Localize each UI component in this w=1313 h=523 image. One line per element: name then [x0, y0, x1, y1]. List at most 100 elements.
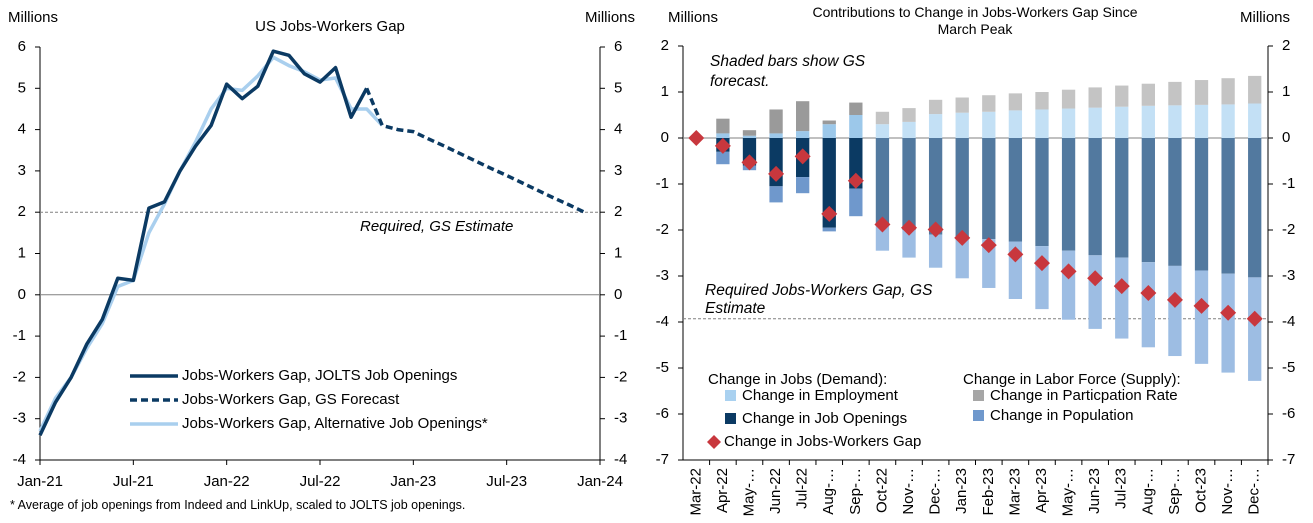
y2-tick-label: 1: [614, 244, 622, 261]
y-tick-label: 3: [18, 162, 26, 179]
x-tick-label: Sep-…: [847, 468, 864, 515]
footnote: * Average of job openings from Indeed an…: [10, 498, 466, 512]
bar-segment: [716, 118, 730, 134]
diamond-marker: [794, 148, 811, 165]
bar-segment: [982, 239, 996, 288]
x-tick-label: Jul-23: [1113, 468, 1130, 509]
y2-tick-label: 1: [1282, 83, 1290, 100]
diamond-marker: [1193, 297, 1210, 314]
bar-segment: [928, 114, 943, 138]
x-tick-label: Nov-…: [1219, 468, 1236, 515]
bar-segment: [875, 138, 890, 226]
x-tick-label: Dec-…: [1246, 468, 1263, 515]
bar-segment: [822, 120, 836, 125]
y2-tick-label: -3: [614, 410, 627, 427]
y-tick-label: 1: [18, 244, 26, 261]
bar-segment: [1088, 138, 1102, 256]
bar-segment: [1248, 138, 1262, 278]
diamond-marker: [1166, 291, 1183, 308]
bar-segment: [849, 102, 863, 115]
x-tick-label: Jan-24: [577, 473, 623, 490]
bar-segment: [928, 234, 943, 268]
bar-segment: [902, 121, 916, 138]
bar-segment: [1248, 103, 1262, 138]
y2-tick-label: 2: [614, 203, 622, 220]
bar-segment: [1141, 262, 1155, 348]
y2-tick-label: 0: [1282, 129, 1290, 146]
bar-segment: [1035, 109, 1049, 138]
y-tick-label: -3: [13, 410, 26, 427]
diamond-marker: [1087, 270, 1104, 287]
bar-segment: [1008, 93, 1023, 111]
y2-tick-label: -1: [1282, 175, 1295, 192]
bar-segment: [902, 108, 916, 122]
x-tick-label: Aug-…: [820, 468, 837, 515]
y-tick-label: 1: [661, 83, 669, 100]
y2-tick-label: -1: [614, 327, 627, 344]
bar-segment: [1088, 107, 1102, 138]
legend-swatch: [707, 435, 721, 449]
y-tick-label: 5: [18, 79, 26, 96]
x-tick-label: Apr-23: [1033, 468, 1050, 513]
bar-segment: [849, 138, 863, 189]
x-tick-label: Sep-…: [1166, 468, 1183, 515]
x-tick-label: Mar-23: [1006, 468, 1023, 516]
diamond-marker: [1246, 310, 1263, 327]
y-tick-label: 6: [18, 38, 26, 55]
bar-segment: [769, 186, 783, 203]
y2-tick-label: 3: [614, 162, 622, 179]
bar-segment: [1115, 85, 1129, 107]
diamond-marker: [1033, 255, 1050, 272]
y2-axis-label: Millions: [585, 9, 635, 26]
y2-tick-label: 4: [614, 121, 622, 138]
bar-segment: [1008, 110, 1023, 138]
legend-swatch: [973, 390, 984, 401]
chart-title: Contributions to Change in Jobs-Workers …: [812, 4, 1138, 37]
legend-header: Change in Jobs (Demand):: [708, 371, 887, 388]
legend-header: Change in Labor Force (Supply):: [963, 371, 1181, 388]
x-tick-label: Oct-23: [1192, 468, 1209, 513]
x-tick-label: May-…: [1060, 468, 1077, 516]
bar-segment: [1194, 270, 1209, 364]
diamond-marker: [768, 165, 785, 182]
bar-segment: [902, 230, 916, 258]
diamond-marker: [1220, 304, 1237, 321]
bar-segment: [928, 138, 943, 235]
x-tick-label: Jan-23: [390, 473, 436, 490]
bar-segment: [1008, 138, 1023, 242]
diamond-marker: [741, 154, 758, 171]
diamond-marker: [1113, 278, 1130, 295]
y-tick-label: -2: [13, 368, 26, 385]
bar-segment: [1061, 89, 1076, 109]
bar-segment: [1221, 104, 1235, 138]
x-tick-label: Apr-22: [714, 468, 731, 513]
bar-segment: [742, 130, 757, 136]
legend-swatch: [725, 390, 736, 401]
bar-segment: [822, 138, 836, 228]
legend-label: Jobs-Workers Gap, JOLTS Job Openings: [182, 367, 457, 384]
bar-segment: [849, 188, 863, 217]
y2-tick-label: -5: [1282, 359, 1295, 376]
x-tick-label: Jul-21: [113, 473, 154, 490]
annotation: Shaded bars show GS forecast.: [710, 53, 866, 90]
bar-segment: [1061, 250, 1076, 320]
legend-swatch: [973, 410, 984, 421]
legend-swatch: [725, 413, 736, 424]
legend-label: Change in Jobs-Workers Gap: [724, 433, 921, 450]
bar-segment: [849, 115, 863, 138]
y2-tick-label: -2: [614, 368, 627, 385]
bar-segment: [955, 138, 969, 237]
bar-segment: [1141, 105, 1155, 138]
x-tick-label: Jul-22: [300, 473, 341, 490]
bar-segment: [1115, 138, 1129, 258]
diamond-marker: [821, 205, 838, 222]
legend-label: Jobs-Workers Gap, Alternative Job Openin…: [182, 415, 488, 432]
bar-segment: [1221, 138, 1235, 274]
y-tick-label: 0: [661, 129, 669, 146]
bar-segment: [1115, 106, 1129, 138]
y-axis-label: Millions: [8, 9, 58, 26]
diamond-marker: [1007, 246, 1024, 263]
bar-segment: [1221, 273, 1235, 373]
bar-segment: [716, 133, 730, 138]
